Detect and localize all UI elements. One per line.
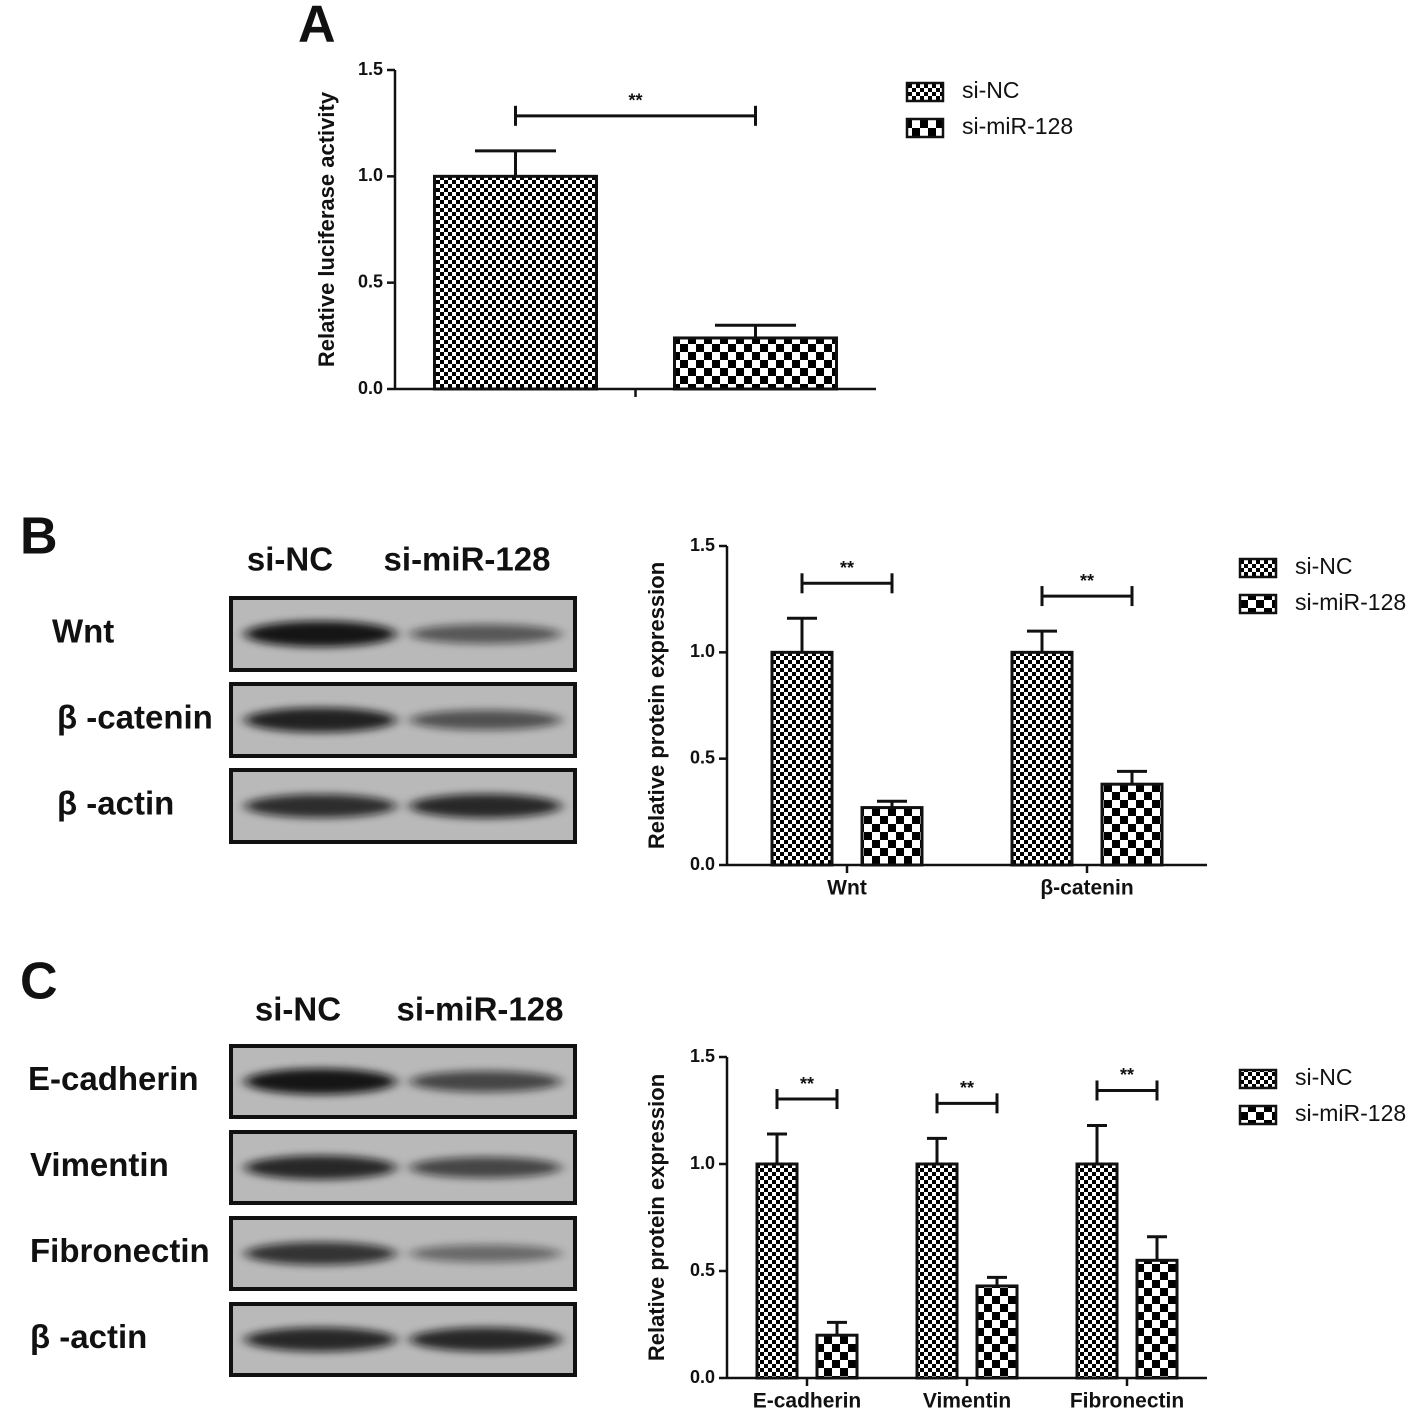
blot-band <box>409 793 562 819</box>
error-bar <box>715 323 796 338</box>
bar <box>755 1162 799 1380</box>
y-tick-label: 1.0 <box>690 641 715 661</box>
bar <box>1010 650 1074 867</box>
row-label: β -catenin <box>57 699 213 736</box>
legend-label: si-NC <box>1295 1064 1353 1090</box>
error-bar <box>767 1132 787 1164</box>
panel-label: A <box>298 0 336 54</box>
blot-band <box>409 624 562 644</box>
significance-label: ** <box>840 558 854 578</box>
error-bar <box>1117 769 1147 785</box>
row-label: Fibronectin <box>30 1232 210 1269</box>
blot-band <box>244 707 397 733</box>
legend-swatch <box>905 81 945 103</box>
legend-label: si-miR-128 <box>1295 589 1406 615</box>
y-tick-label: 0.0 <box>690 854 715 874</box>
legend-swatch <box>1238 1068 1278 1090</box>
y-tick-label: 0.5 <box>690 1260 715 1280</box>
blot-band <box>409 710 562 730</box>
significance-label: ** <box>800 1074 814 1094</box>
blot-band <box>244 794 397 818</box>
blot-band <box>244 621 397 647</box>
legend-label: si-NC <box>1295 553 1353 579</box>
blot-band <box>244 1327 397 1352</box>
error-bar <box>475 149 556 177</box>
blot-band <box>409 1156 562 1179</box>
y-tick-label: 0.0 <box>690 1367 715 1387</box>
y-tick-label: 0.5 <box>358 271 383 291</box>
lane-label: si-NC <box>247 541 333 578</box>
error-bar <box>1087 1123 1107 1164</box>
x-tick-label: Fibronectin <box>1070 1390 1184 1413</box>
y-tick-label: 1.5 <box>690 1046 715 1066</box>
row-label: β -actin <box>30 1318 147 1355</box>
row-label: E-cadherin <box>28 1060 199 1097</box>
bar <box>770 650 834 867</box>
x-tick-label: Vimentin <box>923 1390 1011 1413</box>
y-tick-label: 0.5 <box>690 747 715 767</box>
error-bar <box>1147 1235 1167 1261</box>
bar <box>673 336 838 391</box>
legend-swatch <box>1238 1104 1278 1126</box>
panel-label: B <box>20 508 58 566</box>
y-axis-label: Relative protein expression <box>644 562 669 849</box>
error-bar <box>927 1136 947 1164</box>
significance-label: ** <box>960 1078 974 1098</box>
row-label: Wnt <box>52 613 114 650</box>
panel-label: C <box>20 953 58 1011</box>
blot-band <box>244 1155 397 1180</box>
bar <box>433 174 598 391</box>
legend-label: si-NC <box>962 77 1020 103</box>
legend-swatch <box>905 117 945 139</box>
x-tick-label: Wnt <box>827 877 867 900</box>
y-tick-label: 0.0 <box>358 378 383 398</box>
error-bar <box>877 799 907 808</box>
blot-band <box>409 1244 562 1263</box>
significance-label: ** <box>1120 1065 1134 1085</box>
row-label: Vimentin <box>30 1146 169 1183</box>
error-bar <box>827 1320 847 1336</box>
y-tick-label: 1.0 <box>358 165 383 185</box>
bar <box>975 1284 1019 1380</box>
lane-label: si-miR-128 <box>384 541 551 578</box>
blot-band <box>409 1070 562 1093</box>
bar <box>815 1333 859 1380</box>
y-tick-label: 1.0 <box>690 1153 715 1173</box>
error-bar <box>1027 629 1057 653</box>
bar <box>915 1162 959 1380</box>
x-tick-label: E-cadherin <box>753 1390 862 1413</box>
y-axis-label: Relative luciferase activity <box>314 91 339 367</box>
error-bar <box>987 1275 1007 1286</box>
row-label: β -actin <box>57 785 174 822</box>
lane-label: si-NC <box>255 991 341 1028</box>
bar <box>1075 1162 1119 1380</box>
bar <box>860 806 924 867</box>
blot-band <box>409 1327 562 1352</box>
lane-label: si-miR-128 <box>397 991 564 1028</box>
blot-band <box>244 1242 397 1265</box>
error-bar <box>787 616 817 653</box>
significance-label: ** <box>1080 571 1094 591</box>
blot-band <box>244 1068 397 1095</box>
significance-label: ** <box>628 91 642 111</box>
y-axis-label: Relative protein expression <box>644 1074 669 1361</box>
y-tick-label: 1.5 <box>690 535 715 555</box>
legend-label: si-miR-128 <box>962 113 1073 139</box>
bar <box>1100 782 1164 867</box>
legend-label: si-miR-128 <box>1295 1100 1406 1126</box>
legend-swatch <box>1238 557 1278 579</box>
legend-swatch <box>1238 593 1278 615</box>
bar <box>1135 1258 1179 1380</box>
x-tick-label: β-catenin <box>1040 877 1133 900</box>
y-tick-label: 1.5 <box>358 59 383 79</box>
